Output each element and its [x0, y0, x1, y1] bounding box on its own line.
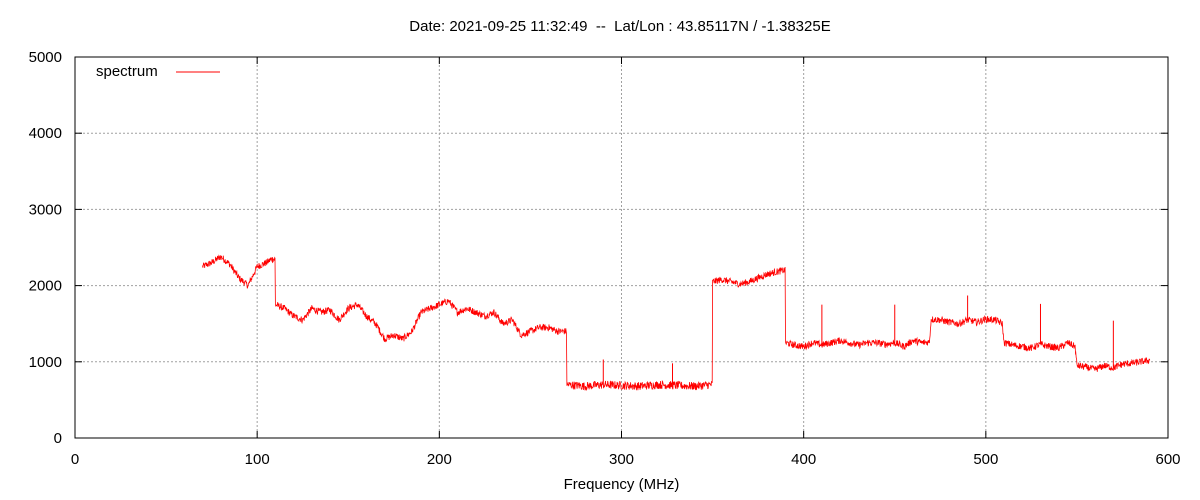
ticks: 0 100 200 300 400 500 600 0 1000 2000 3000 4000 5000 — [29, 49, 1181, 468]
y-tick-label: 2000 — [29, 278, 62, 295]
x-tick-label: 500 — [973, 451, 998, 468]
y-tick-label: 0 — [54, 430, 62, 447]
x-tick-label: 400 — [791, 451, 816, 468]
x-tick-label: 300 — [609, 451, 634, 468]
data-layer — [202, 254, 1151, 391]
y-tick-label: 1000 — [29, 354, 62, 371]
spectrum-line — [202, 254, 1151, 391]
x-tick-label: 200 — [427, 451, 452, 468]
x-tick-label: 100 — [245, 451, 270, 468]
y-tick-label: 3000 — [29, 201, 62, 218]
x-axis-label: Frequency (MHz) — [563, 476, 680, 493]
chart-title: Date: 2021-09-25 11:32:49 -- Lat/Lon : 4… — [409, 18, 831, 35]
grid — [75, 57, 1168, 438]
y-tick-label: 4000 — [29, 125, 62, 142]
x-tick-label: 600 — [1155, 451, 1180, 468]
x-tick-label: 0 — [71, 451, 79, 468]
y-tick-label: 5000 — [29, 49, 62, 66]
legend-label: spectrum — [96, 63, 158, 80]
